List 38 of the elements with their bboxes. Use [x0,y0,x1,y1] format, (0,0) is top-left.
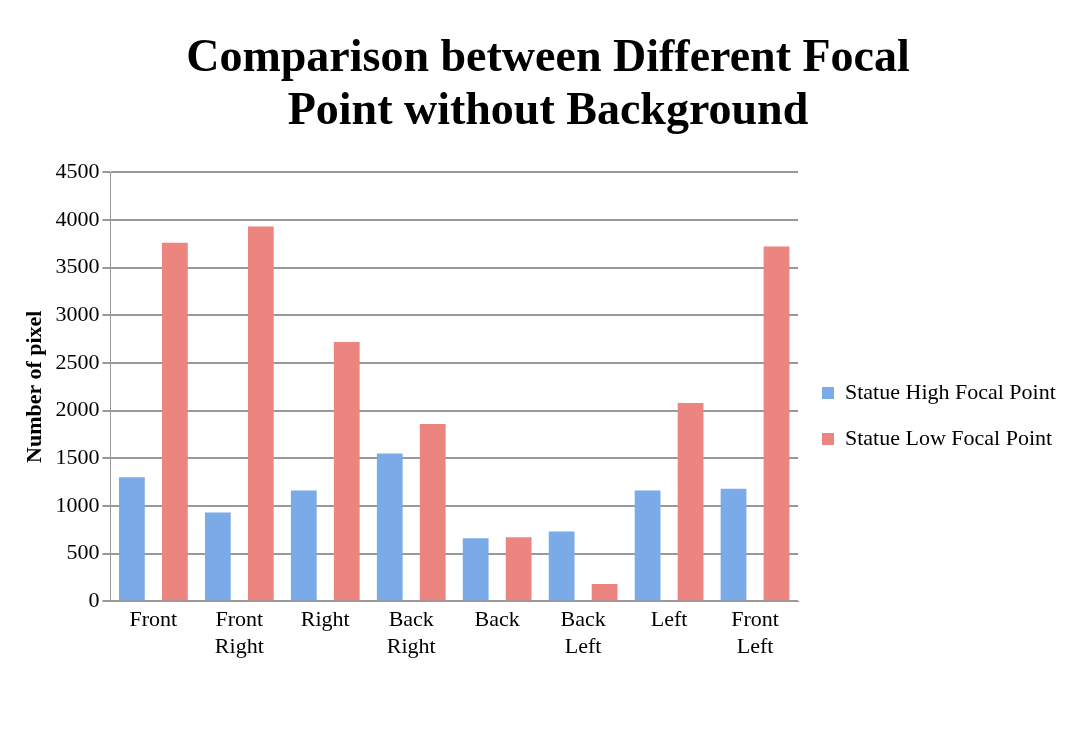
bar [720,488,747,600]
bar [119,477,145,600]
bar [419,423,446,600]
bar [591,583,618,600]
x-tick-label: Front [129,605,178,631]
bar [333,341,360,600]
x-tick-label: Left [650,605,688,631]
y-tick-label: 1500 [55,443,100,469]
y-tick-label: 2500 [55,348,100,374]
y-tick-label: 1000 [55,491,100,517]
bar [763,246,790,600]
bar [247,226,274,600]
bar [634,490,661,600]
bar [376,453,403,600]
bar [505,537,532,600]
x-tick-label: Back Left [560,605,606,658]
chart-title: Comparison between Different Focal Point without Background [185,30,911,136]
bar [677,402,704,600]
x-tick-label: Back [474,605,520,631]
y-tick-label: 3000 [55,300,100,326]
y-tick-label: 4500 [55,157,100,183]
y-tick-label: 500 [66,539,100,565]
x-tick-label: Right [300,605,350,631]
x-tick-label: Front Right [214,605,264,658]
bar [161,242,188,600]
y-tick-label: 4000 [55,205,100,231]
bar [290,490,317,600]
x-tick-label: Front Left [731,605,779,658]
y-tick-label: 0 [88,586,100,612]
y-tick-label: 2000 [55,396,100,422]
bar [204,512,231,600]
y-axis-title: Number of pixel [20,310,46,463]
x-tick-label: Back Right [386,605,436,658]
legend-label: Statue High Focal Point [845,378,1056,404]
y-tick-label: 3500 [55,253,100,279]
legend-label: Statue Low Focal Point [845,424,1053,450]
bar [548,531,575,600]
bar [462,538,489,600]
